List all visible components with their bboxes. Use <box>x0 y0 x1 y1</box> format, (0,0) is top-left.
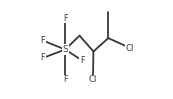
FancyBboxPatch shape <box>62 75 68 84</box>
FancyBboxPatch shape <box>79 56 85 65</box>
FancyBboxPatch shape <box>62 14 68 23</box>
Text: Cl: Cl <box>89 75 97 84</box>
Text: F: F <box>80 56 84 65</box>
Text: F: F <box>63 14 67 23</box>
Text: F: F <box>41 53 45 62</box>
Text: Cl: Cl <box>126 44 134 52</box>
Text: F: F <box>63 75 67 84</box>
FancyBboxPatch shape <box>62 44 69 55</box>
FancyBboxPatch shape <box>40 53 46 62</box>
FancyBboxPatch shape <box>40 36 46 45</box>
Text: S: S <box>62 45 68 54</box>
Text: F: F <box>41 36 45 45</box>
FancyBboxPatch shape <box>125 43 135 53</box>
FancyBboxPatch shape <box>88 75 98 85</box>
